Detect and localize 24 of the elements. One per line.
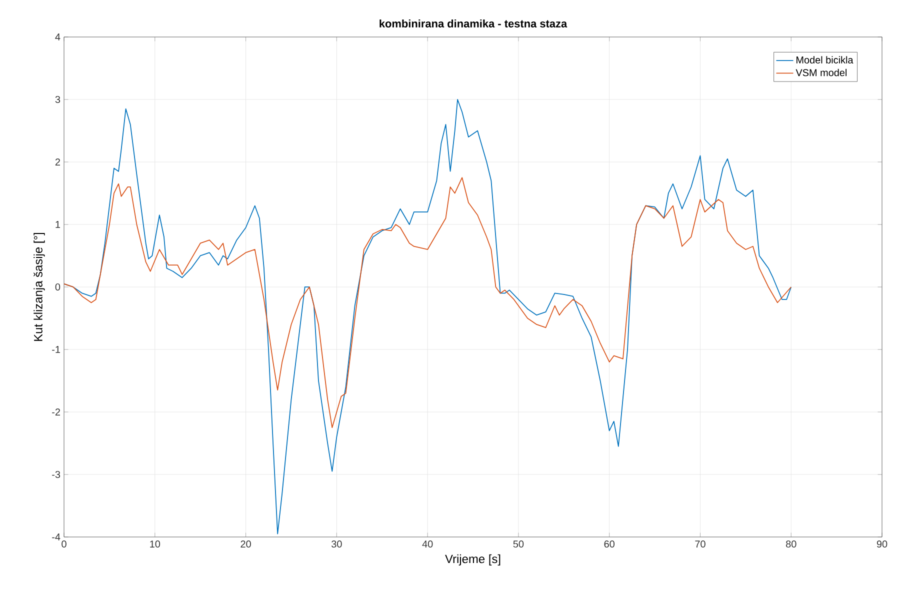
x-tick-label: 50 — [513, 540, 524, 548]
y-axis-title: Kut klizanja šasije [°] — [34, 232, 45, 341]
y-tick-label: 0 — [55, 283, 60, 291]
y-tick-label: 2 — [55, 158, 60, 166]
legend-label: Model bicikla — [796, 56, 854, 64]
x-tick-label: 80 — [786, 540, 796, 548]
y-tick-label: 3 — [55, 96, 60, 104]
x-tick-label: 0 — [62, 540, 66, 548]
x-tick-label: 60 — [604, 540, 614, 548]
chart-title: kombinirana dinamika - testna staza — [380, 19, 568, 28]
y-tick-label: -4 — [52, 534, 60, 540]
x-tick-label: 90 — [876, 540, 888, 548]
legend-label: VSM model — [796, 68, 847, 76]
y-tick-label: -2 — [52, 408, 60, 416]
y-tick-label: 4 — [55, 34, 60, 40]
y-tick-label: -1 — [52, 346, 60, 353]
x-tick-label: 30 — [332, 540, 342, 548]
x-tick-label: 20 — [240, 540, 251, 548]
x-tick-label: 70 — [695, 540, 706, 548]
y-tick-label: -3 — [52, 470, 60, 478]
y-tick-label: 1 — [56, 221, 60, 228]
x-tick-label: 40 — [422, 540, 433, 548]
x-tick-label: 10 — [150, 540, 160, 548]
x-axis-title: Vrijeme [s] — [445, 554, 500, 566]
